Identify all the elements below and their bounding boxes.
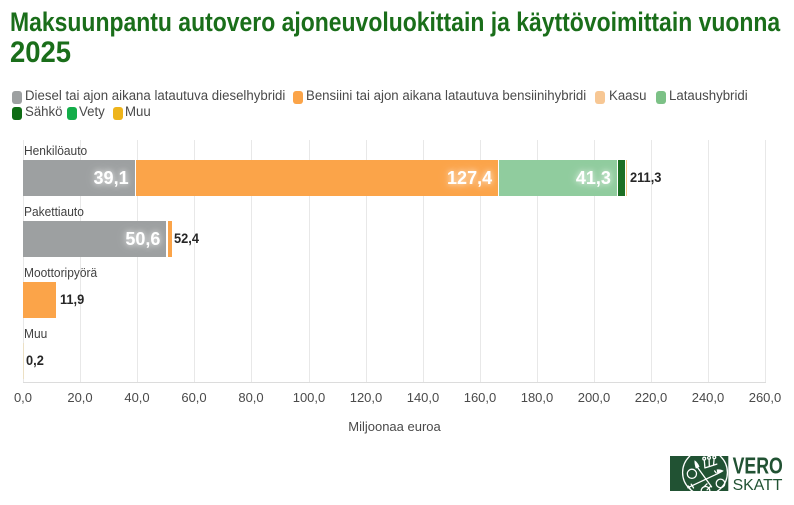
- svg-text:VERO: VERO: [733, 455, 783, 479]
- svg-text:SKATT: SKATT: [733, 477, 783, 494]
